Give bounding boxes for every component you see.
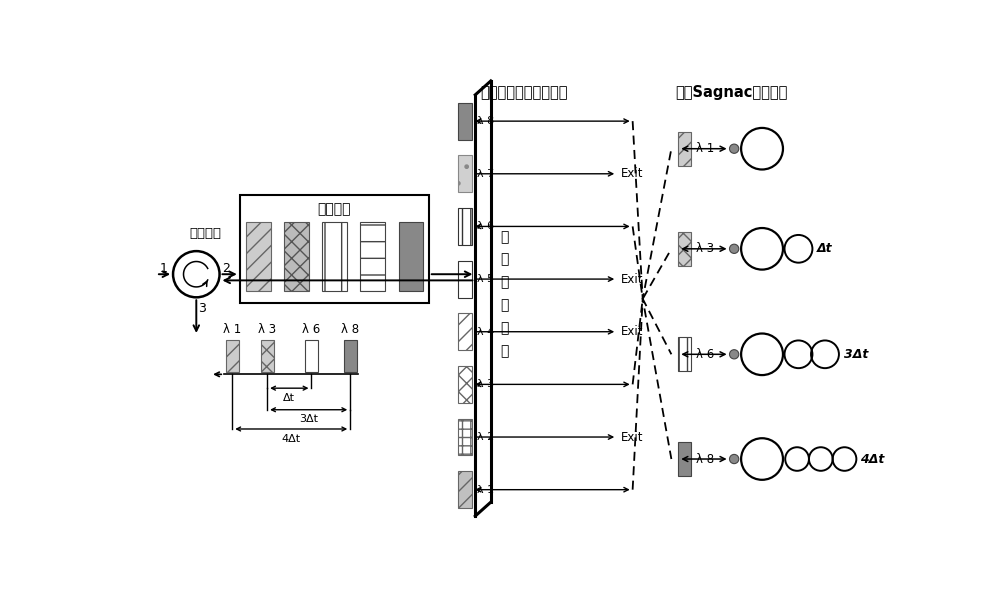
Text: λ 6: λ 6 <box>696 348 714 361</box>
Bar <box>678 338 691 371</box>
Bar <box>458 471 472 508</box>
Bar <box>458 155 472 192</box>
Text: 3Δt: 3Δt <box>844 348 868 361</box>
Bar <box>458 208 472 245</box>
Text: Exit: Exit <box>621 325 644 338</box>
Bar <box>458 419 472 455</box>
Text: 阵
列
波
导
光
栅: 阵 列 波 导 光 栅 <box>501 230 509 358</box>
Text: λ 1: λ 1 <box>477 484 494 495</box>
Bar <box>678 132 691 165</box>
Text: Exit: Exit <box>621 431 644 443</box>
Bar <box>458 103 472 140</box>
Text: λ 6: λ 6 <box>302 323 321 336</box>
Text: λ 8: λ 8 <box>341 323 359 336</box>
Text: 光纤Sagnac环镜延时: 光纤Sagnac环镜延时 <box>675 85 787 100</box>
Text: 2: 2 <box>222 262 230 275</box>
Text: λ 3: λ 3 <box>477 379 494 390</box>
Text: Δt: Δt <box>817 242 833 255</box>
Circle shape <box>730 350 739 359</box>
Text: λ 2: λ 2 <box>477 432 494 442</box>
Text: 宽带光源: 宽带光源 <box>318 202 351 217</box>
Bar <box>284 222 309 291</box>
Text: λ 1: λ 1 <box>223 323 241 336</box>
Text: Exit: Exit <box>621 272 644 286</box>
Text: λ 8: λ 8 <box>477 116 494 126</box>
Bar <box>322 222 347 291</box>
Text: λ 8: λ 8 <box>696 452 714 466</box>
Text: 3Δt: 3Δt <box>299 414 318 425</box>
Text: 3: 3 <box>198 301 206 315</box>
Text: λ 3: λ 3 <box>696 242 714 255</box>
Text: 光环形器: 光环形器 <box>190 227 222 240</box>
Circle shape <box>730 244 739 254</box>
Bar <box>261 339 274 372</box>
Text: 1: 1 <box>160 262 168 275</box>
Bar <box>458 313 472 350</box>
Bar <box>226 339 239 372</box>
Text: Δt: Δt <box>283 393 295 403</box>
Bar <box>305 339 318 372</box>
Circle shape <box>730 454 739 464</box>
Text: λ 4: λ 4 <box>477 327 494 336</box>
Bar <box>344 339 357 372</box>
Text: λ 1: λ 1 <box>696 142 714 155</box>
Bar <box>458 366 472 403</box>
Circle shape <box>730 144 739 153</box>
Bar <box>399 222 423 291</box>
Bar <box>240 195 429 303</box>
Text: 4Δt: 4Δt <box>860 452 885 466</box>
Text: 4Δt: 4Δt <box>282 434 301 443</box>
Text: Exit: Exit <box>621 167 644 180</box>
Text: λ 6: λ 6 <box>477 222 494 231</box>
Text: λ 5: λ 5 <box>477 274 494 284</box>
Text: 光开关选择与路由波长: 光开关选择与路由波长 <box>480 85 568 100</box>
Bar <box>458 261 472 298</box>
Text: λ 3: λ 3 <box>258 323 276 336</box>
Bar <box>246 222 271 291</box>
Bar <box>678 442 691 476</box>
Bar <box>678 232 691 266</box>
Text: λ 7: λ 7 <box>477 169 494 179</box>
Bar <box>360 222 385 291</box>
